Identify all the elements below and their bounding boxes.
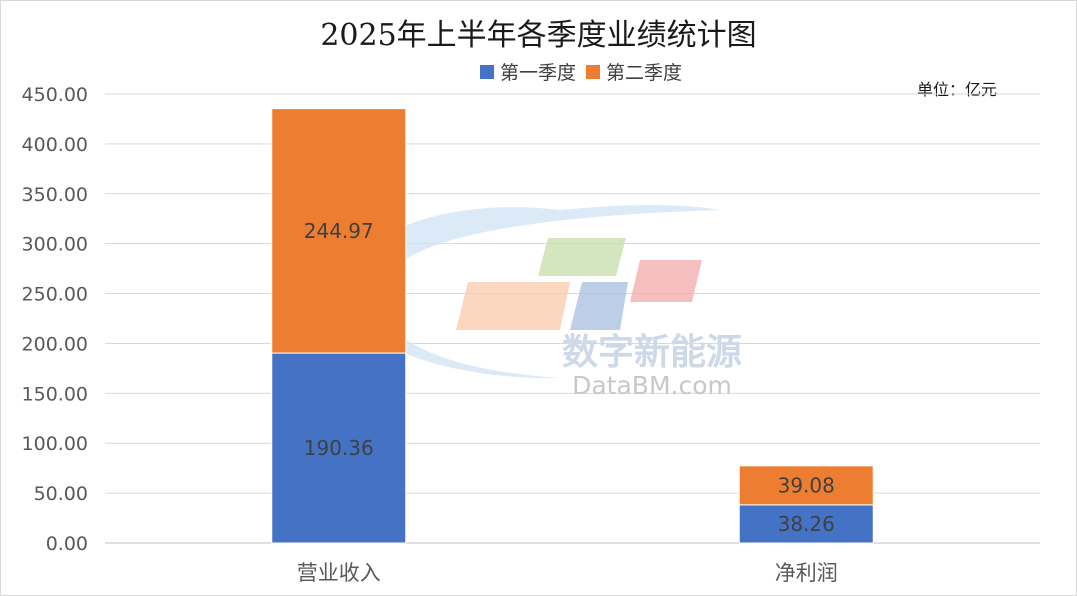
legend: 第一季度 第二季度: [480, 58, 692, 85]
y-tick-label: 0.00: [46, 533, 88, 555]
data-label: 38.26: [778, 512, 835, 536]
data-label: 190.36: [304, 436, 374, 460]
data-label: 39.08: [778, 473, 835, 497]
y-tick-label: 250.00: [22, 284, 88, 306]
y-tick-label: 400.00: [22, 134, 88, 156]
bar-segment: [738, 465, 874, 506]
y-axis: 0.00 50.00 100.00 150.00 200.00 250.00 300.00 3…: [22, 84, 88, 555]
legend-swatch-q1: [480, 64, 494, 79]
legend-label-q1: 第一季度: [500, 62, 577, 84]
y-tick-label: 450.00: [22, 84, 88, 106]
watermark-tile-blue: [570, 282, 628, 330]
watermark-cn-text: 数字新能源: [562, 332, 742, 373]
y-tick-label: 50.00: [34, 483, 88, 505]
chart-title: 2025年上半年各季度业绩统计图: [320, 18, 757, 53]
watermark-tile-red: [630, 260, 702, 302]
x-category-label: 营业收入: [297, 561, 381, 585]
watermark-tile-green: [538, 238, 626, 276]
bar-segment: [271, 352, 407, 544]
x-category-label: 净利润: [775, 561, 838, 585]
legend-swatch-q2: [586, 64, 601, 79]
watermark-tile-orange: [456, 282, 570, 330]
legend-item-q1: 第一季度: [480, 58, 576, 85]
data-labels: 190.36 244.97 38.26 39.08: [304, 219, 835, 536]
bars: [271, 108, 874, 544]
data-label: 244.97: [304, 219, 374, 243]
x-axis: 营业收入 净利润: [297, 561, 838, 585]
legend-item-q2: 第二季度: [586, 58, 682, 85]
bar-segment: [271, 108, 407, 354]
watermark: 数字新能源 DataBM.com: [343, 205, 742, 400]
y-tick-label: 200.00: [22, 333, 88, 355]
bar-segment: [738, 504, 874, 544]
gridlines: [105, 93, 1040, 544]
y-tick-label: 350.00: [22, 184, 88, 206]
watermark-en-text: DataBM.com: [572, 371, 732, 400]
y-tick-label: 100.00: [22, 433, 88, 455]
legend-label-q2: 第二季度: [606, 62, 683, 84]
y-tick-label: 150.00: [22, 383, 88, 405]
y-tick-label: 300.00: [22, 234, 88, 256]
